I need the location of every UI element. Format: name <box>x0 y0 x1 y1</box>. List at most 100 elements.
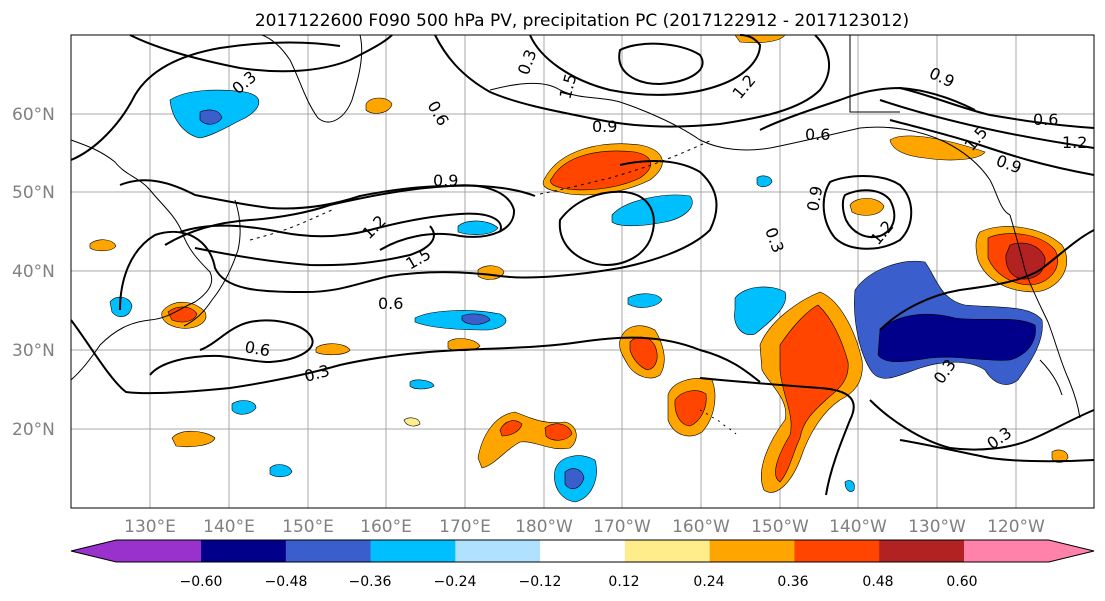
colorbar-segment <box>285 540 372 562</box>
pv-contour-1.2 <box>179 212 502 238</box>
precip-negative-region <box>756 175 773 188</box>
lon-label: 170°W <box>593 517 651 537</box>
contour-label: 0.9 <box>592 117 617 136</box>
colorbar-tick-label: 0.48 <box>862 574 893 590</box>
precip-negative-core <box>564 468 585 490</box>
lat-label: 20°N <box>12 420 55 440</box>
lon-label: 150°E <box>282 517 334 537</box>
precip-positive-region <box>171 430 216 448</box>
contour-label: 0.6 <box>243 337 271 360</box>
precip-negative-region <box>231 400 257 415</box>
pv-contour-0.3-east <box>869 399 1095 451</box>
lon-label: 160°W <box>672 517 730 537</box>
precip-positive-max <box>1005 242 1046 280</box>
contour-label: 0.6 <box>378 294 403 313</box>
lon-label: 140°W <box>829 517 887 537</box>
colorbar-segment <box>540 540 626 562</box>
pv-contour-0.3 <box>119 159 718 311</box>
coastline-north-america <box>1009 214 1081 419</box>
coastline-japan <box>183 199 241 327</box>
lat-label: 30°N <box>12 341 55 361</box>
lon-label: 130°E <box>124 517 176 537</box>
precip-positive-core <box>544 423 573 441</box>
precip-positive-region <box>89 239 117 252</box>
precip-positive-region <box>477 265 505 280</box>
pv-contour-0.3-west <box>129 34 393 73</box>
colorbar-tick-label: −0.24 <box>434 574 477 590</box>
coastline-mexico <box>1039 359 1063 396</box>
colorbar-tick-label: −0.60 <box>180 574 223 590</box>
precip-positive-core <box>499 420 523 437</box>
latitude-labels: 60°N 50°N 40°N 30°N 20°N <box>12 105 55 440</box>
pv-contour-0.6-east <box>899 87 1095 129</box>
colorbar-segment <box>879 540 965 562</box>
lon-label: 130°W <box>908 517 966 537</box>
precip-negative-region <box>457 220 499 235</box>
lon-label: 180°W <box>515 517 573 537</box>
precip-positive-core <box>674 390 707 427</box>
colorbar-segments <box>70 539 1095 563</box>
colorbar-tick-label: 0.60 <box>946 574 977 590</box>
lat-label: 40°N <box>12 262 55 282</box>
lon-label: 160°E <box>360 517 412 537</box>
precip-positive-core <box>775 304 849 483</box>
lat-label: 50°N <box>12 183 55 203</box>
precip-positive-region <box>365 97 393 114</box>
pv-contour-0.9 <box>164 184 516 251</box>
precip-negative-region <box>409 379 435 390</box>
pv-contour-0.3-se <box>899 439 1095 463</box>
precip-positive-core <box>167 306 198 323</box>
colorbar-segment <box>71 540 201 562</box>
colorbar-segment <box>964 540 1094 562</box>
precip-negative-region <box>734 286 787 336</box>
contour-label: 1.2 <box>1062 133 1087 152</box>
lon-label: 120°W <box>987 517 1045 537</box>
pv-contour-0.6-ne <box>759 86 976 131</box>
contour-label: 0.9 <box>433 171 458 190</box>
coastline-aleutians <box>539 139 713 195</box>
pv-contour-2.4-north <box>618 42 704 86</box>
pv-contours <box>70 34 1095 496</box>
precip-positive-core <box>550 150 651 191</box>
colorbar-segment <box>794 540 880 562</box>
colorbar: −0.60 −0.48 −0.36 −0.24 −0.12 0.12 0.24 … <box>70 539 1095 590</box>
pv-contour-1.2-east <box>879 99 1095 149</box>
coastline-kamchatka <box>261 34 363 123</box>
colorbar-segment <box>624 540 711 562</box>
coastlines <box>70 34 1081 435</box>
colorbar-tick-label: −0.48 <box>265 574 308 590</box>
coastline-hawaii <box>699 409 737 435</box>
pv-contour-1.5-north <box>529 34 762 96</box>
precip-negative-core <box>461 313 491 325</box>
precip-positive-region <box>403 417 421 427</box>
precip-negative-region <box>269 464 293 478</box>
precip-negative-core <box>877 313 1036 363</box>
pv-contour-1.5-east <box>889 119 1095 176</box>
colorbar-tick-label: 0.36 <box>777 574 808 590</box>
border-canada <box>849 35 900 113</box>
longitude-labels: 130°E 140°E 150°E 160°E 170°E 180°W 170°… <box>124 517 1045 537</box>
pv-contour-1.5 <box>194 225 435 267</box>
contour-label: 0.6 <box>805 125 830 144</box>
colorbar-ticks: −0.60 −0.48 −0.36 −0.24 −0.12 0.12 0.24 … <box>180 574 978 590</box>
colorbar-tick-label: 0.12 <box>608 574 639 590</box>
map-title: 2017122600 F090 500 hPa PV, precipitatio… <box>255 11 909 31</box>
colorbar-segment <box>201 540 287 562</box>
pv-contour-0.3 <box>70 319 761 395</box>
pv-contour-0.3-east-2 <box>879 229 1095 331</box>
lat-label: 60°N <box>12 105 55 125</box>
precip-negative-region <box>844 480 855 492</box>
lon-label: 140°E <box>203 517 255 537</box>
pv-contour-0.3-south <box>699 377 855 496</box>
contour-label: 0.9 <box>803 184 826 212</box>
lon-label: 170°E <box>439 517 491 537</box>
map-panel: 0.3 0.6 0.9 1.2 1.5 0.6 0.6 0.3 0.9 1.5 … <box>70 34 1095 509</box>
colorbar-outline <box>70 539 1095 563</box>
coastline-alaska <box>489 82 1011 216</box>
colorbar-tick-label: −0.12 <box>519 574 562 590</box>
colorbar-segment <box>455 540 541 562</box>
colorbar-segment <box>370 540 456 562</box>
map-frame <box>70 34 1095 509</box>
precip-positive-region <box>889 135 986 161</box>
